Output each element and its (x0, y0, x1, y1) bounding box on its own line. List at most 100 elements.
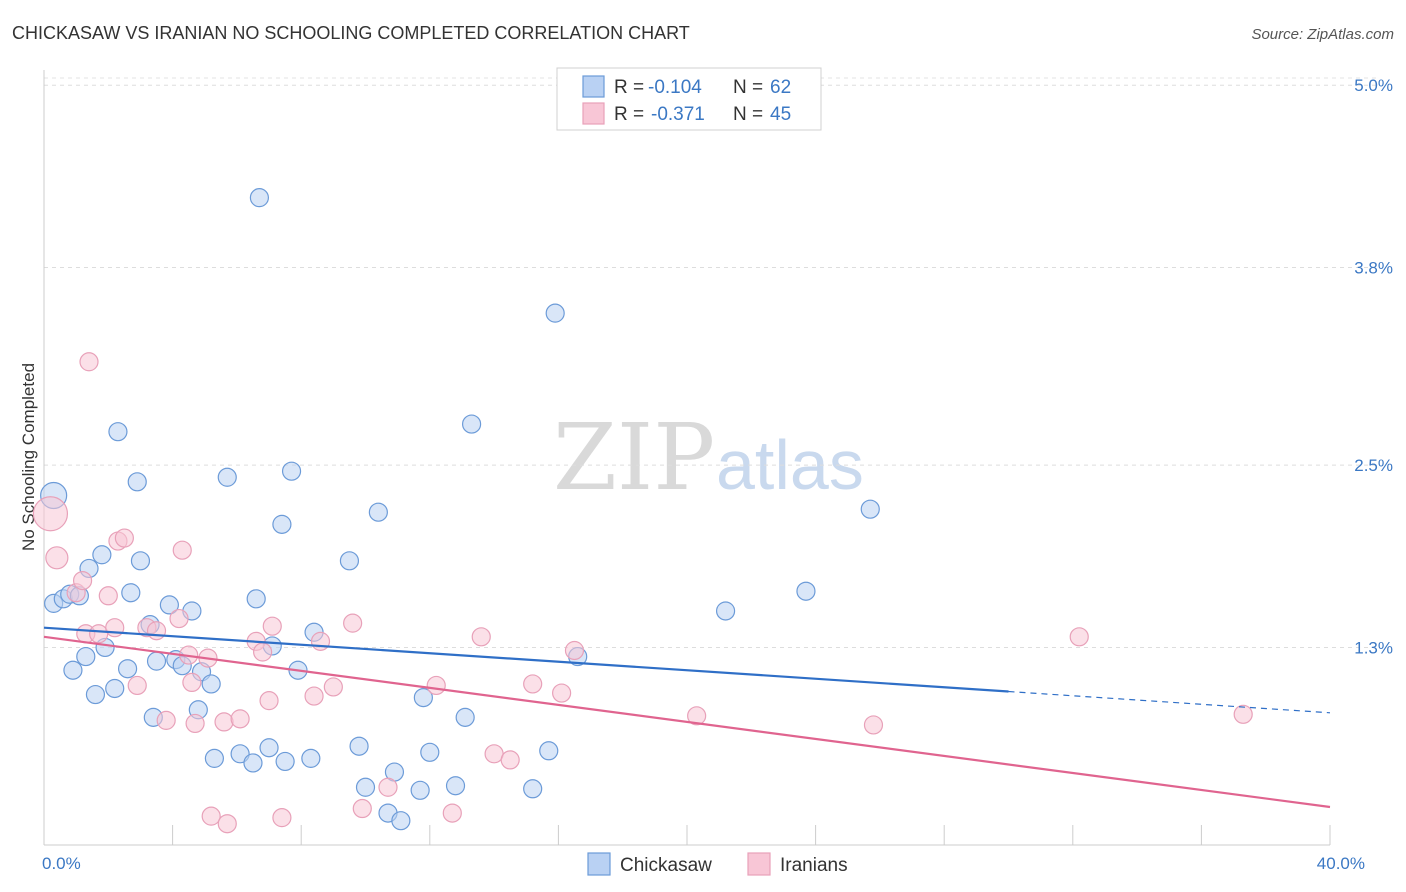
y-axis-title: No Schooling Completed (19, 363, 38, 551)
y-tick-label-1: 2.5% (1354, 456, 1393, 475)
x-tick-label-0: 0.0% (42, 854, 81, 873)
series-legend: Chickasaw Iranians (587, 852, 848, 876)
point-chickasaw-14 (121, 583, 141, 603)
point-chickasaw-39 (301, 748, 321, 768)
y-tick-label-0: 1.3% (1354, 638, 1393, 657)
axes (43, 70, 1331, 846)
point-iranians-14 (156, 710, 176, 730)
point-chickasaw-49 (413, 687, 433, 708)
point-iranians-44 (687, 706, 707, 726)
point-iranians-26 (253, 642, 273, 662)
point-iranians-38 (471, 627, 491, 647)
grid-lines (44, 77, 1380, 648)
point-iranians-40 (500, 750, 520, 770)
point-chickasaw-20 (159, 595, 179, 615)
point-chickasaw-35 (272, 514, 292, 534)
chart-title: CHICKASAW VS IRANIAN NO SCHOOLING COMPLE… (12, 23, 690, 43)
point-chickasaw-42 (349, 736, 369, 756)
point-chickasaw-11 (105, 678, 125, 699)
point-iranians-8 (105, 618, 125, 638)
point-chickasaw-58 (715, 601, 736, 621)
point-iranians-23 (217, 814, 237, 834)
point-chickasaw-60 (860, 499, 880, 519)
x-tick-labels: 0.0% 40.0% (42, 854, 1365, 873)
point-chickasaw-43 (355, 777, 376, 797)
point-iranians-46 (1069, 627, 1089, 647)
legend-n-value-iranians: 45 (770, 104, 791, 125)
data-points (32, 188, 1253, 834)
point-chickasaw-41 (339, 551, 360, 571)
point-chickasaw-51 (445, 776, 466, 796)
point-iranians-34 (352, 798, 372, 819)
point-chickasaw-6 (76, 646, 96, 667)
point-chickasaw-44 (368, 502, 388, 522)
point-iranians-1 (45, 546, 69, 570)
y-tick-label-3: 5.0% (1354, 76, 1393, 95)
point-iranians-43 (564, 640, 585, 661)
point-iranians-0 (32, 496, 69, 532)
point-iranians-47 (1233, 704, 1253, 724)
bottom-legend-swatch-iranians (747, 852, 771, 876)
legend-n-label-iranians: N = (733, 104, 763, 125)
trend-line-extension-chickasaw (1008, 690, 1331, 714)
point-chickasaw-53 (461, 414, 482, 434)
bottom-legend-label-iranians: Iranians (780, 855, 848, 876)
point-iranians-22 (214, 712, 234, 732)
point-chickasaw-59 (796, 581, 816, 601)
point-iranians-29 (272, 808, 292, 828)
point-iranians-15 (169, 608, 189, 629)
point-iranians-19 (185, 713, 205, 734)
point-chickasaw-30 (243, 753, 263, 773)
point-iranians-28 (262, 616, 282, 636)
point-iranians-18 (182, 672, 202, 693)
point-chickasaw-26 (201, 674, 221, 694)
point-iranians-37 (442, 803, 462, 823)
point-chickasaw-9 (92, 545, 112, 565)
point-chickasaw-52 (455, 707, 475, 727)
x-tick-label-1: 40.0% (1317, 854, 1365, 873)
trend-lines (43, 626, 1331, 809)
point-iranians-42 (552, 683, 572, 703)
point-iranians-21 (201, 806, 221, 826)
point-iranians-45 (863, 715, 884, 735)
point-chickasaw-8 (85, 684, 106, 705)
legend-n-label-chickasaw: N = (733, 77, 763, 98)
legend-r-label-chickasaw: R = (614, 77, 644, 98)
y-tick-labels: 1.3% 2.5% 3.8% 5.0% (1354, 76, 1393, 657)
trend-line-chickasaw (43, 626, 1009, 693)
point-chickasaw-33 (259, 738, 279, 758)
point-iranians-27 (259, 691, 279, 711)
point-chickasaw-19 (146, 651, 167, 671)
point-chickasaw-5 (63, 660, 83, 680)
point-iranians-31 (310, 631, 331, 651)
point-iranians-6 (89, 624, 109, 644)
point-chickasaw-27 (204, 748, 224, 768)
point-chickasaw-55 (539, 741, 559, 761)
point-chickasaw-54 (523, 779, 543, 799)
legend-r-value-iranians: -0.371 (651, 104, 705, 125)
point-chickasaw-28 (217, 467, 237, 487)
point-iranians-3 (72, 570, 93, 591)
bottom-legend-label-chickasaw: Chickasaw (620, 855, 712, 876)
point-chickasaw-56 (545, 303, 565, 323)
point-chickasaw-12 (108, 422, 128, 442)
point-chickasaw-31 (246, 589, 266, 609)
point-chickasaw-50 (420, 742, 440, 762)
point-iranians-16 (172, 540, 192, 560)
point-iranians-10 (114, 528, 134, 548)
point-chickasaw-37 (281, 461, 302, 481)
point-chickasaw-16 (130, 551, 151, 571)
point-iranians-39 (484, 744, 504, 764)
point-iranians-24 (230, 709, 250, 729)
point-chickasaw-48 (410, 780, 430, 800)
point-chickasaw-32 (249, 188, 270, 208)
chart-source: Source: ZipAtlas.com (1251, 26, 1394, 43)
watermark-zip: ZIP (553, 404, 715, 511)
legend-r-value-chickasaw: -0.104 (648, 77, 702, 98)
point-iranians-33 (343, 613, 363, 633)
stats-legend: R = -0.104 N = 62 R = -0.371 N = 45 (556, 67, 822, 131)
point-chickasaw-36 (275, 751, 295, 772)
legend-r-label-iranians: R = (614, 104, 644, 125)
legend-swatch-chickasaw (582, 75, 605, 98)
